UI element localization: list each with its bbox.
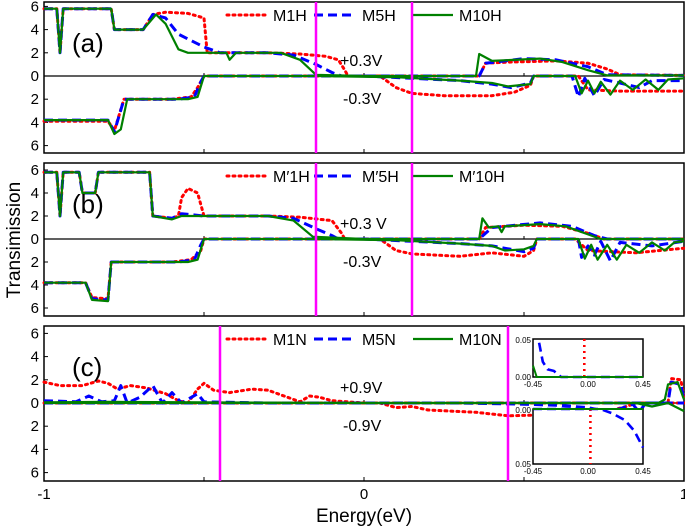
y-tick-label: 4 [31, 22, 39, 39]
panel-label: (c) [72, 352, 102, 382]
upper-bias-annotation: +0.3V [340, 53, 383, 70]
y-tick-label: 6 [31, 138, 39, 155]
panel-a: 6 4 2 0 2 4 6 M1H M5H M10H (a) +0.3V -0.3V [31, 0, 685, 155]
inset-x-tick-label: 0.45 [635, 380, 651, 389]
y-axis-label: Transimission [4, 182, 25, 299]
inset-series-M10N [532, 365, 643, 378]
legend-label: M5N [362, 332, 396, 349]
y-tick-label: 2 [31, 45, 39, 62]
inset-y-tick-label: 0.05 [515, 460, 531, 469]
y-tick-label: 4 [31, 277, 39, 294]
inset-y-tick-label: 0.05 [515, 336, 531, 345]
legend-label: M10H [459, 8, 502, 25]
y-tick-label: 2 [31, 91, 39, 108]
x-tick-label: -1 [37, 486, 50, 503]
y-tick-label: 4 [31, 185, 39, 202]
inset-y-tick-label: 0.00 [515, 406, 531, 415]
y-tick-label: 2 [31, 372, 39, 389]
legend-label: M1N [273, 332, 307, 349]
series-M1N-lower [42, 401, 685, 418]
y-tick-label: 4 [31, 114, 39, 131]
inset-frame [532, 338, 644, 378]
panel-label: (b) [72, 189, 104, 219]
legend-label: M10N [459, 332, 502, 349]
inset-y-tick-label: 0.00 [515, 373, 531, 382]
lower-bias-annotation: -0.9V [343, 418, 382, 435]
legend-label: M′10H [459, 169, 505, 186]
inset-lower: -0.45 0.00 0.45 0.00 0.05 [515, 406, 651, 476]
inset-frame [532, 408, 644, 465]
panel-label: (a) [72, 28, 104, 58]
inset-x-tick-label: 0.00 [580, 467, 596, 476]
upper-bias-annotation: +0.3 V [340, 216, 387, 233]
legend-label: M′1H [273, 169, 310, 186]
x-tick-label: 0 [360, 486, 368, 503]
y-tick-label: 0 [31, 68, 39, 85]
series-M10H-lower [44, 74, 685, 136]
y-tick-label: 0 [31, 231, 39, 248]
legend-label: M5H [362, 8, 396, 25]
y-tick-label: 4 [31, 349, 39, 366]
upper-bias-annotation: +0.9V [340, 380, 383, 397]
y-tick-label: 6 [31, 0, 39, 15]
lower-bias-annotation: -0.3V [343, 254, 382, 271]
y-tick-label: 6 [31, 300, 39, 317]
inset-x-tick-label: 0.45 [635, 467, 651, 476]
y-tick-label: 2 [31, 208, 39, 225]
x-axis-label: Energy(eV) [316, 506, 412, 527]
series-M′10H-upper [44, 171, 684, 241]
y-tick-label: 6 [31, 325, 39, 342]
y-tick-label: 6 [31, 162, 39, 179]
y-tick-label: 0 [31, 395, 39, 412]
legend-label: M′5H [362, 169, 399, 186]
y-tick-label: 2 [31, 418, 39, 435]
x-tick-label: 1 [680, 486, 685, 503]
series-M′10H-lower [44, 237, 685, 303]
y-tick-label: 6 [31, 465, 39, 482]
series-M10N-lower [44, 401, 685, 413]
lower-bias-annotation: -0.3V [343, 91, 382, 108]
legend-label: M1H [273, 8, 307, 25]
inset-x-tick-label: -0.45 [524, 380, 543, 389]
series-M10H-upper [44, 7, 684, 78]
y-tick-label: 2 [31, 254, 39, 271]
panel-b: 6 4 2 0 2 4 6 M′1H M′5H M′10H (b) +0.3 V -0.3V [31, 162, 685, 317]
inset-x-tick-label: -0.45 [524, 467, 543, 476]
inset-x-tick-label: 0.00 [580, 380, 596, 389]
inset-upper: -0.45 0.00 0.450.050.00 [515, 336, 651, 389]
y-tick-label: 4 [31, 441, 39, 458]
